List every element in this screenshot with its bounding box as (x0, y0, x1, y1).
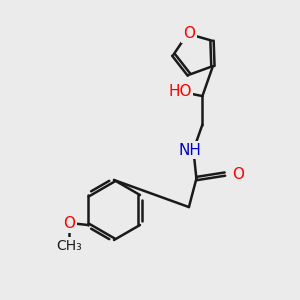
Text: O: O (183, 26, 195, 41)
Text: O: O (232, 167, 244, 182)
Text: HO: HO (168, 84, 192, 99)
Text: O: O (63, 216, 75, 231)
Text: NH: NH (179, 142, 202, 158)
Text: CH₃: CH₃ (56, 239, 82, 253)
